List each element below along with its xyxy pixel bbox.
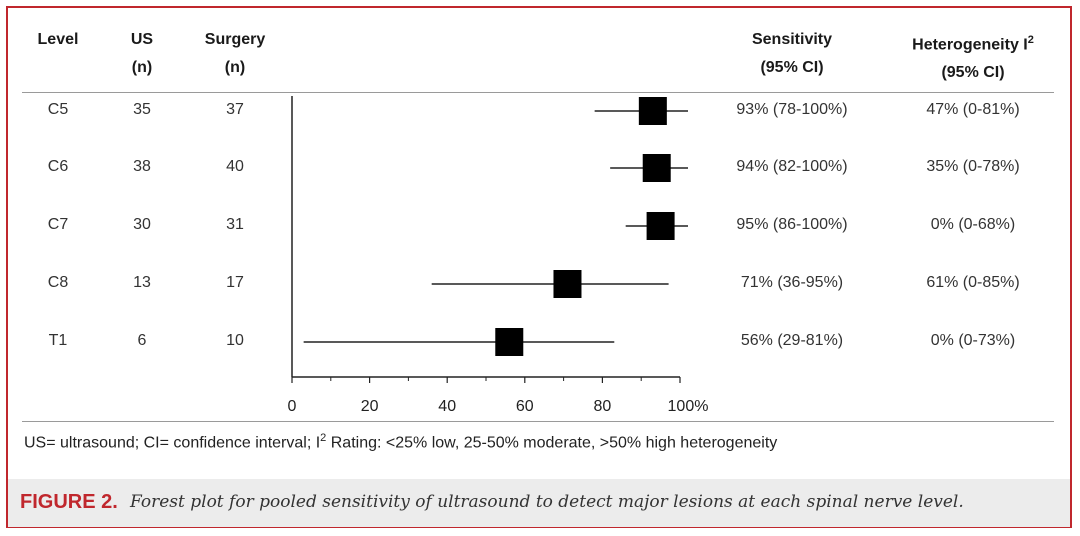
footnote-sup: 2: [320, 432, 327, 444]
x-tick-label: 40: [438, 398, 456, 415]
row-us: 6: [137, 332, 147, 349]
caption-bar: FIGURE 2. Forest plot for pooled sensiti…: [8, 479, 1070, 527]
header-heterogeneity-sup: 2: [1027, 34, 1034, 46]
row-level: C5: [47, 101, 69, 118]
footnote-divider: [22, 421, 1054, 422]
figure-frame: [6, 6, 1072, 528]
point-estimate-C6: [642, 154, 671, 182]
row-us: 30: [133, 216, 151, 233]
row-sensitivity: 95% (86-100%): [736, 216, 848, 233]
row-sensitivity: 93% (78-100%): [736, 101, 848, 118]
row-us: 38: [133, 158, 151, 175]
header-us-unit: (n): [131, 59, 153, 76]
row-heterogeneity: 61% (0-85%): [926, 274, 1020, 291]
point-estimate-T1: [495, 328, 524, 356]
row-heterogeneity: 0% (0-68%): [930, 216, 1016, 233]
x-tick-label: 60: [516, 398, 534, 415]
row-heterogeneity: 0% (0-73%): [930, 332, 1016, 349]
row-level: C8: [47, 274, 69, 291]
header-surgery-unit: (n): [224, 59, 246, 76]
header-heterogeneity: Heterogeneity I2 (95% CI): [888, 26, 1058, 87]
header-level: Level: [22, 26, 94, 54]
point-estimate-C8: [553, 270, 582, 298]
row-sensitivity: 71% (36-95%): [740, 274, 844, 291]
header-sensitivity-ci: (95% CI): [760, 59, 824, 76]
row-sensitivity: 94% (82-100%): [736, 158, 848, 175]
point-estimate-C7: [646, 212, 675, 240]
header-sensitivity-label: Sensitivity: [751, 31, 833, 48]
header-surgery-label: Surgery: [204, 31, 266, 48]
row-level: T1: [48, 332, 68, 349]
x-tick-label: 80: [594, 398, 612, 415]
footnote: US= ultrasound; CI= confidence interval;…: [24, 432, 777, 452]
row-surgery: 40: [226, 158, 244, 175]
footnote-prefix: US= ultrasound; CI= confidence interval;…: [24, 434, 321, 452]
caption-text: Forest plot for pooled sensitivity of ul…: [130, 492, 964, 512]
row-surgery: 31: [226, 216, 244, 233]
row-level: C6: [47, 158, 69, 175]
x-tick-label: 20: [361, 398, 379, 415]
footnote-suffix: Rating: <25% low, 25-50% moderate, >50% …: [326, 434, 778, 452]
x-tick-label: 0: [288, 398, 297, 415]
row-us: 13: [133, 274, 151, 291]
header-us: US (n): [110, 26, 174, 82]
row-surgery: 37: [226, 101, 244, 118]
point-estimate-C5: [638, 97, 667, 125]
row-us: 35: [133, 101, 151, 118]
row-level: C7: [47, 216, 69, 233]
header-heterogeneity-ci: (95% CI): [941, 64, 1005, 82]
row-heterogeneity: 47% (0-81%): [926, 101, 1020, 118]
header-us-label: US: [130, 31, 154, 48]
header-heterogeneity-label-wrap: Heterogeneity I2: [888, 26, 1058, 59]
forest-plot: 0 20 40 60 80 100%: [288, 96, 709, 415]
x-tick-label: 100%: [668, 398, 709, 415]
header-sensitivity: Sensitivity (95% CI): [722, 26, 862, 82]
header-surgery: Surgery (n): [190, 26, 280, 82]
header-divider: [22, 92, 1054, 93]
row-heterogeneity: 35% (0-78%): [926, 158, 1020, 175]
row-sensitivity: 56% (29-81%): [740, 332, 844, 349]
row-surgery: 10: [226, 332, 244, 349]
header-level-label: Level: [37, 31, 79, 48]
header-heterogeneity-label: Heterogeneity I: [912, 36, 1028, 54]
row-surgery: 17: [226, 274, 244, 291]
caption-label: FIGURE 2.: [20, 491, 118, 513]
